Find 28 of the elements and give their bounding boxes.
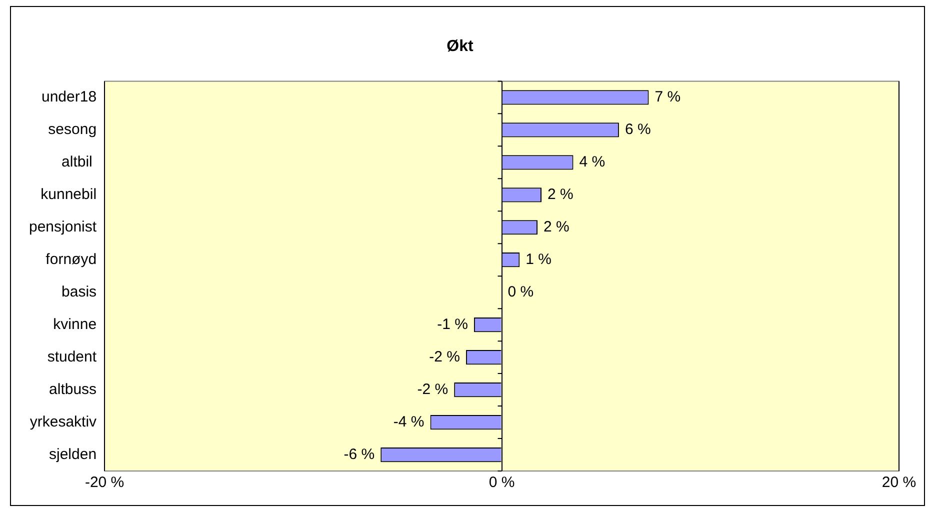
data-label: 6 % bbox=[624, 121, 651, 138]
y-tick-label: fornøyd bbox=[46, 251, 97, 268]
y-tick-label: kunnebil bbox=[40, 186, 97, 204]
data-label: -6 % bbox=[344, 446, 375, 463]
y-tick-label: basis bbox=[62, 283, 97, 300]
y-tick-label: sesong bbox=[48, 121, 97, 138]
y-tick-label: pensjonist bbox=[28, 218, 98, 236]
x-tick-label: 0 % bbox=[488, 474, 515, 492]
data-label: 7 % bbox=[654, 88, 681, 106]
data-label: 2 % bbox=[544, 218, 570, 236]
y-tick-label: altbil bbox=[62, 154, 97, 171]
y-tick-label: kvinne bbox=[53, 316, 97, 333]
chart-title: Økt bbox=[446, 38, 474, 56]
data-label: 2 % bbox=[547, 186, 574, 204]
y-tick-label: under18 bbox=[41, 88, 97, 106]
x-tick-label: 20 % bbox=[882, 474, 916, 492]
data-label: -1 % bbox=[437, 316, 468, 333]
y-tick-label: altbuss bbox=[49, 380, 97, 398]
y-tick-label: sjelden bbox=[48, 446, 97, 463]
data-label: -2 % bbox=[417, 380, 448, 398]
data-label: -4 % bbox=[393, 413, 424, 430]
data-label: 0 % bbox=[508, 283, 534, 300]
data-label: 4 % bbox=[579, 154, 606, 171]
y-tick-label: student bbox=[47, 348, 98, 366]
x-tick-label: -20 % bbox=[84, 474, 124, 492]
data-label: 1 % bbox=[526, 251, 552, 268]
y-tick-label: yrkesaktiv bbox=[30, 413, 98, 430]
data-label: -2 % bbox=[429, 348, 460, 366]
